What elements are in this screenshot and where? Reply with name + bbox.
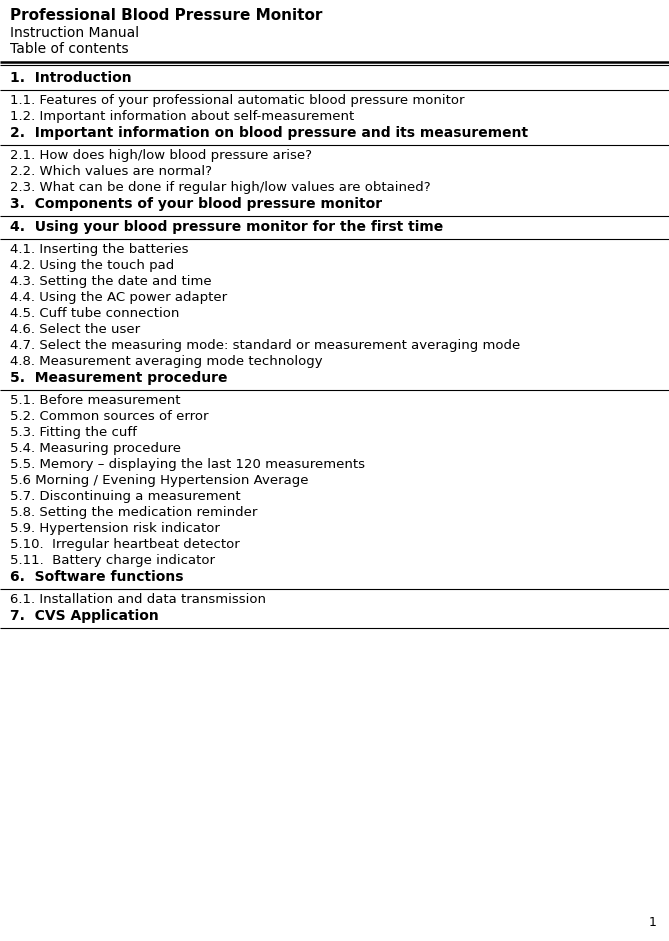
Text: 5.7. Discontinuing a measurement: 5.7. Discontinuing a measurement xyxy=(10,490,241,503)
Text: 5.3. Fitting the cuff: 5.3. Fitting the cuff xyxy=(10,426,137,439)
Text: 1.1. Features of your professional automatic blood pressure monitor: 1.1. Features of your professional autom… xyxy=(10,94,464,107)
Text: 5.9. Hypertension risk indicator: 5.9. Hypertension risk indicator xyxy=(10,522,220,535)
Text: 6.1. Installation and data transmission: 6.1. Installation and data transmission xyxy=(10,593,266,606)
Text: 5.1. Before measurement: 5.1. Before measurement xyxy=(10,394,181,407)
Text: 4.1. Inserting the batteries: 4.1. Inserting the batteries xyxy=(10,243,189,256)
Text: 2.3. What can be done if regular high/low values are obtained?: 2.3. What can be done if regular high/lo… xyxy=(10,181,431,194)
Text: 5.11.  Battery charge indicator: 5.11. Battery charge indicator xyxy=(10,554,215,567)
Text: Professional Blood Pressure Monitor: Professional Blood Pressure Monitor xyxy=(10,8,322,23)
Text: 4.7. Select the measuring mode: standard or measurement averaging mode: 4.7. Select the measuring mode: standard… xyxy=(10,339,520,352)
Text: 1: 1 xyxy=(649,916,657,929)
Text: 5.5. Memory – displaying the last 120 measurements: 5.5. Memory – displaying the last 120 me… xyxy=(10,458,365,471)
Text: 4.3. Setting the date and time: 4.3. Setting the date and time xyxy=(10,275,211,288)
Text: 4.6. Select the user: 4.6. Select the user xyxy=(10,323,140,336)
Text: 5.8. Setting the medication reminder: 5.8. Setting the medication reminder xyxy=(10,506,258,519)
Text: 2.2. Which values are normal?: 2.2. Which values are normal? xyxy=(10,165,216,178)
Text: 4.4. Using the AC power adapter: 4.4. Using the AC power adapter xyxy=(10,291,227,304)
Text: 7.  CVS Application: 7. CVS Application xyxy=(10,609,159,623)
Text: 6.  Software functions: 6. Software functions xyxy=(10,570,183,584)
Text: 4.2. Using the touch pad: 4.2. Using the touch pad xyxy=(10,259,174,272)
Text: 5.10.  Irregular heartbeat detector: 5.10. Irregular heartbeat detector xyxy=(10,538,240,551)
Text: 2.1. How does high/low blood pressure arise?: 2.1. How does high/low blood pressure ar… xyxy=(10,149,312,162)
Text: 5.6 Morning / Evening Hypertension Average: 5.6 Morning / Evening Hypertension Avera… xyxy=(10,474,308,487)
Text: 1.2. Important information about self-measurement: 1.2. Important information about self-me… xyxy=(10,110,355,123)
Text: 1.  Introduction: 1. Introduction xyxy=(10,71,132,85)
Text: 4.8. Measurement averaging mode technology: 4.8. Measurement averaging mode technolo… xyxy=(10,355,322,368)
Text: Table of contents: Table of contents xyxy=(10,42,128,56)
Text: 4.5. Cuff tube connection: 4.5. Cuff tube connection xyxy=(10,307,179,320)
Text: 5.2. Common sources of error: 5.2. Common sources of error xyxy=(10,410,209,423)
Text: 5.  Measurement procedure: 5. Measurement procedure xyxy=(10,371,227,385)
Text: Instruction Manual: Instruction Manual xyxy=(10,26,139,40)
Text: 3.  Components of your blood pressure monitor: 3. Components of your blood pressure mon… xyxy=(10,197,382,211)
Text: 2.  Important information on blood pressure and its measurement: 2. Important information on blood pressu… xyxy=(10,126,528,140)
Text: 5.4. Measuring procedure: 5.4. Measuring procedure xyxy=(10,442,181,455)
Text: 4.  Using your blood pressure monitor for the first time: 4. Using your blood pressure monitor for… xyxy=(10,220,444,234)
